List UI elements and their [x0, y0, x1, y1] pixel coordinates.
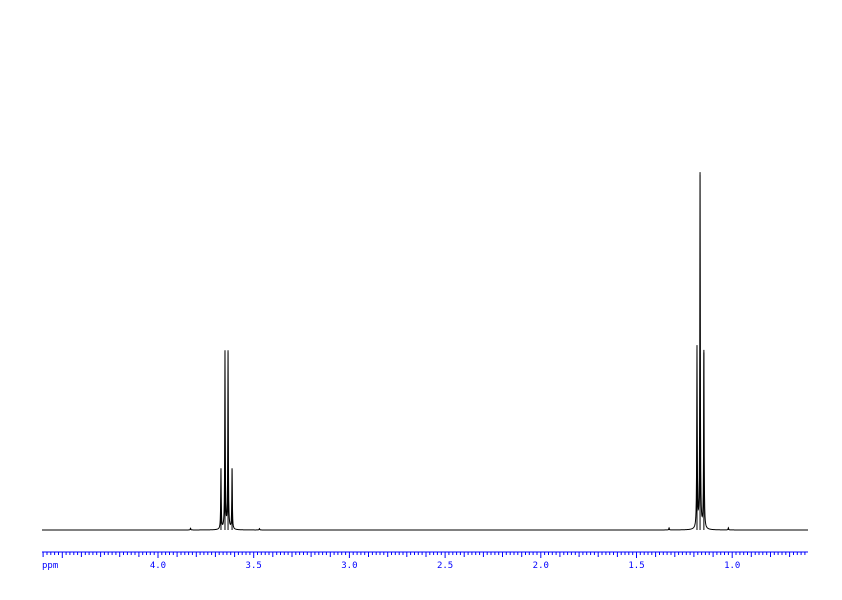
spectrum [42, 172, 808, 531]
x-tick-label: 1.5 [628, 561, 644, 571]
x-tick-label: 3.5 [246, 561, 262, 571]
spectrum-line [42, 172, 808, 531]
x-tick-label: 2.5 [437, 561, 453, 571]
x-tick-label: 4.0 [150, 561, 166, 571]
x-tick-label: 1.0 [724, 561, 740, 571]
x-tick-label: 3.0 [341, 561, 357, 571]
x-axis-label: ppm [42, 561, 58, 571]
x-tick-label: 2.0 [533, 561, 549, 571]
x-axis: ppm 4.0 3.5 3.0 2.5 2.0 1.5 1.0 [42, 551, 808, 571]
